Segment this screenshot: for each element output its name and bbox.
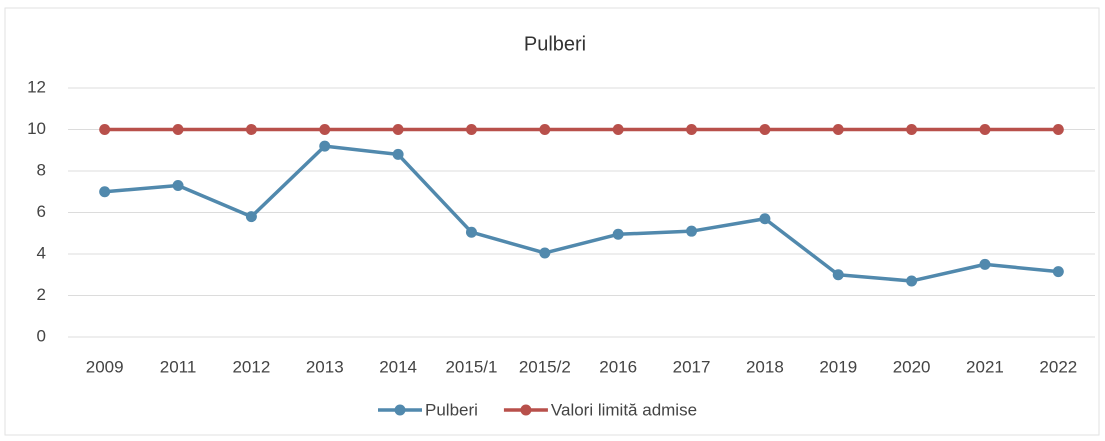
y-tick-label: 6 <box>37 202 46 221</box>
x-tick-label: 2015/1 <box>445 357 497 376</box>
point <box>392 124 404 135</box>
legend-label: Valori limită admise <box>551 400 697 419</box>
point <box>539 247 551 259</box>
point <box>612 228 624 240</box>
y-tick-label: 4 <box>37 243 46 262</box>
series-line <box>104 144 1059 283</box>
point <box>686 225 698 237</box>
point <box>539 124 551 135</box>
x-tick-label: 2017 <box>673 357 711 376</box>
point <box>319 124 331 135</box>
legend-marker <box>520 404 532 416</box>
point <box>1052 266 1064 278</box>
x-tick-label: 2013 <box>306 357 344 376</box>
point <box>99 186 111 198</box>
point <box>172 124 184 135</box>
point <box>686 124 698 135</box>
chart-title: Pulberi <box>524 33 586 55</box>
point <box>906 124 918 135</box>
point <box>465 226 477 238</box>
chart-frame <box>4 7 1100 436</box>
y-tick-label: 10 <box>27 119 46 138</box>
point <box>245 211 257 223</box>
point <box>832 124 844 135</box>
y-tick-label: 8 <box>37 160 46 179</box>
point <box>759 124 771 135</box>
x-tick-label: 2016 <box>599 357 637 376</box>
point <box>1052 124 1064 135</box>
x-tick-label: 2021 <box>966 357 1004 376</box>
x-tick-label: 2011 <box>160 357 197 376</box>
y-tick-label: 0 <box>37 326 46 345</box>
x-tick-label: 2014 <box>379 357 417 376</box>
point <box>172 180 184 192</box>
x-tick-label: 2012 <box>232 357 270 376</box>
x-tick-label: 2019 <box>819 357 857 376</box>
y-tick-label: 12 <box>27 77 46 96</box>
point <box>392 148 404 160</box>
point <box>979 258 991 270</box>
x-tick-label: 2009 <box>86 357 124 376</box>
point <box>906 275 918 287</box>
y-tick-label: 2 <box>37 285 46 304</box>
x-tick-label: 2018 <box>746 357 784 376</box>
point <box>245 124 257 135</box>
point <box>612 124 624 135</box>
legend-marker <box>394 404 406 416</box>
point <box>979 124 991 135</box>
legend-label: Pulberi <box>425 400 478 419</box>
point <box>99 124 111 135</box>
point <box>319 140 331 152</box>
x-tick-label: 2022 <box>1039 357 1077 376</box>
x-tick-label: 2015/2 <box>519 357 571 376</box>
point <box>465 124 477 135</box>
point <box>832 269 844 281</box>
x-tick-label: 2020 <box>893 357 931 376</box>
point <box>759 213 771 225</box>
